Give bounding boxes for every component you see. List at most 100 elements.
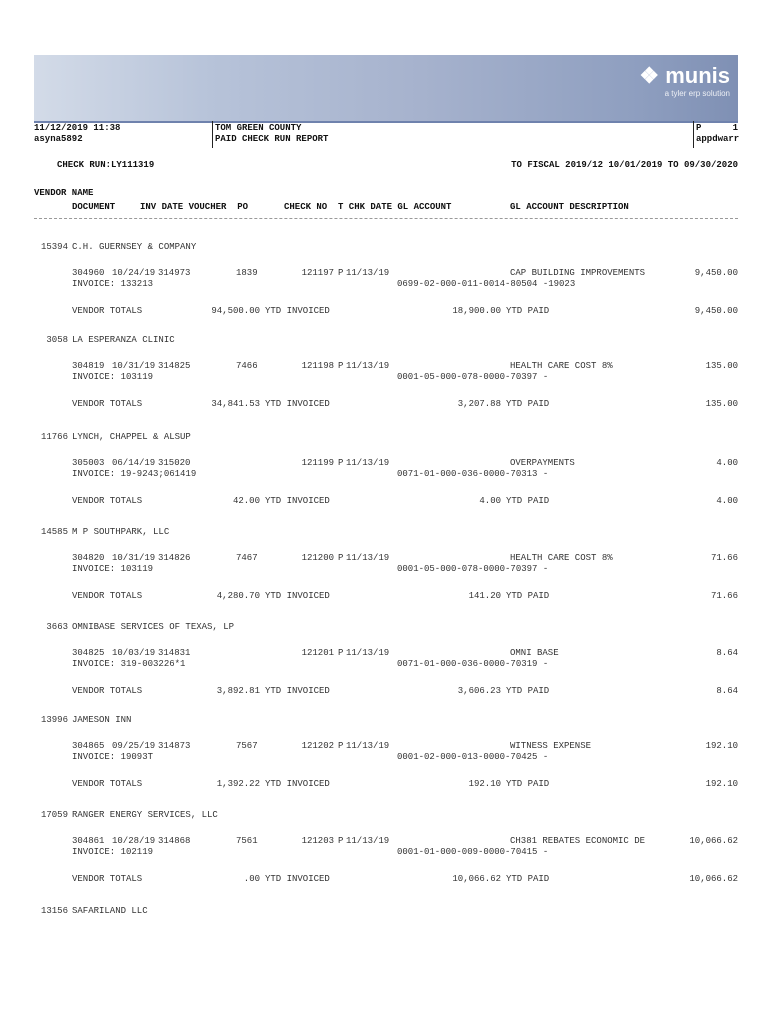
ytd-paid-amount: 4.00 bbox=[479, 496, 501, 506]
col-check-no: CHECK NO bbox=[284, 202, 328, 212]
voucher-number: 314831 bbox=[158, 648, 191, 658]
col-inv-date-voucher-po: INV DATE VOUCHER PO bbox=[140, 202, 249, 212]
page-number: 1 bbox=[732, 123, 738, 133]
ytd-invoiced-label: YTD INVOICED bbox=[265, 399, 330, 409]
col-document: DOCUMENT bbox=[72, 202, 116, 212]
check-number: 121197 bbox=[301, 268, 334, 278]
document-number: 304960 bbox=[72, 268, 105, 278]
vendor-totals-label: VENDOR TOTALS bbox=[72, 686, 143, 696]
vendor-name: OMNIBASE SERVICES OF TEXAS, LP bbox=[72, 622, 235, 632]
gl-description: HEALTH CARE COST 8% bbox=[510, 553, 613, 563]
gl-account: 0001-05-000-078-0000-70397 - bbox=[397, 564, 549, 574]
col-t-chk-date-gl: T CHK DATE GL ACCOUNT bbox=[338, 202, 452, 212]
line-amount: 192.10 bbox=[705, 741, 738, 751]
check-type: P bbox=[338, 268, 344, 278]
invoice-date: 06/14/19 bbox=[112, 458, 156, 468]
document-number: 304820 bbox=[72, 553, 105, 563]
vendor-totals-label: VENDOR TOTALS bbox=[72, 496, 143, 506]
vendor-id: 3058 bbox=[46, 335, 68, 345]
ytd-invoiced-amount: 1,392.22 bbox=[216, 779, 260, 789]
document-number: 304861 bbox=[72, 836, 105, 846]
gl-description: CAP BUILDING IMPROVEMENTS bbox=[510, 268, 646, 278]
invoice-number: INVOICE: 319-003226*1 bbox=[72, 659, 186, 669]
voucher-number: 314973 bbox=[158, 268, 191, 278]
voucher-number: 314868 bbox=[158, 836, 191, 846]
report-datetime: 11/12/2019 11:38 bbox=[34, 123, 121, 133]
vendor-id: 14585 bbox=[40, 527, 68, 537]
ytd-paid-amount: 3,606.23 bbox=[457, 686, 501, 696]
invoice-number: INVOICE: 103119 bbox=[72, 564, 154, 574]
program-name: appdwarr bbox=[696, 134, 740, 144]
ytd-invoiced-amount: 4,280.70 bbox=[216, 591, 260, 601]
vendor-name: SAFARILAND LLC bbox=[72, 906, 148, 916]
vendor-total: 10,066.62 bbox=[689, 874, 738, 884]
vendor-totals-label: VENDOR TOTALS bbox=[72, 399, 143, 409]
ytd-invoiced-amount: 34,841.53 bbox=[211, 399, 260, 409]
gl-account: 0001-05-000-078-0000-70397 - bbox=[397, 372, 549, 382]
ytd-paid-label: YTD PAID bbox=[506, 686, 550, 696]
vendor-totals-label: VENDOR TOTALS bbox=[72, 306, 143, 316]
fiscal-range: TO FISCAL 2019/12 10/01/2019 TO 09/30/20… bbox=[511, 160, 738, 170]
vendor-name: RANGER ENERGY SERVICES, LLC bbox=[72, 810, 218, 820]
gl-description: HEALTH CARE COST 8% bbox=[510, 361, 613, 371]
gl-description: CH381 REBATES ECONOMIC DE bbox=[510, 836, 646, 846]
vendor-name: LA ESPERANZA CLINIC bbox=[72, 335, 175, 345]
invoice-number: INVOICE: 133213 bbox=[72, 279, 154, 289]
report-banner: ❖ munis a tyler erp solution bbox=[34, 55, 738, 123]
check-date: 11/13/19 bbox=[346, 458, 390, 468]
invoice-number: INVOICE: 102119 bbox=[72, 847, 154, 857]
check-type: P bbox=[338, 458, 344, 468]
vendor-id: 3663 bbox=[46, 622, 68, 632]
col-gl-desc: GL ACCOUNT DESCRIPTION bbox=[510, 202, 629, 212]
col-vendor-name: VENDOR NAME bbox=[34, 188, 94, 198]
ytd-paid-label: YTD PAID bbox=[506, 399, 550, 409]
vendor-name: C.H. GUERNSEY & COMPANY bbox=[72, 242, 197, 252]
munis-logo: ❖ munis a tyler erp solution bbox=[639, 63, 730, 98]
check-date: 11/13/19 bbox=[346, 836, 390, 846]
check-number: 121198 bbox=[301, 361, 334, 371]
vendor-total: 135.00 bbox=[705, 399, 738, 409]
gl-account: 0001-02-000-013-0000-70425 - bbox=[397, 752, 549, 762]
vendor-id: 11766 bbox=[40, 432, 68, 442]
ytd-paid-amount: 10,066.62 bbox=[452, 874, 501, 884]
divider bbox=[212, 121, 213, 148]
invoice-date: 09/25/19 bbox=[112, 741, 156, 751]
gl-account: 0071-01-000-036-0000-70319 - bbox=[397, 659, 549, 669]
ytd-paid-amount: 141.20 bbox=[468, 591, 501, 601]
line-amount: 4.00 bbox=[716, 458, 738, 468]
check-number: 121200 bbox=[301, 553, 334, 563]
po-number: 7561 bbox=[236, 836, 258, 846]
voucher-number: 314826 bbox=[158, 553, 191, 563]
gl-account: 0699-02-000-011-0014-80504 -19023 bbox=[397, 279, 576, 289]
line-amount: 10,066.62 bbox=[689, 836, 738, 846]
ytd-invoiced-amount: 3,892.81 bbox=[216, 686, 260, 696]
vendor-total: 71.66 bbox=[710, 591, 738, 601]
gl-account: 0001-01-000-009-0000-70415 - bbox=[397, 847, 549, 857]
ytd-paid-label: YTD PAID bbox=[506, 306, 550, 316]
gl-description: WITNESS EXPENSE bbox=[510, 741, 592, 751]
po-number: 7466 bbox=[236, 361, 258, 371]
ytd-paid-amount: 18,900.00 bbox=[452, 306, 501, 316]
vendor-id: 13996 bbox=[40, 715, 68, 725]
check-type: P bbox=[338, 553, 344, 563]
po-number: 7567 bbox=[236, 741, 258, 751]
invoice-date: 10/03/19 bbox=[112, 648, 156, 658]
voucher-number: 314873 bbox=[158, 741, 191, 751]
voucher-number: 314825 bbox=[158, 361, 191, 371]
vendor-totals-label: VENDOR TOTALS bbox=[72, 779, 143, 789]
document-number: 304819 bbox=[72, 361, 105, 371]
check-type: P bbox=[338, 836, 344, 846]
check-date: 11/13/19 bbox=[346, 553, 390, 563]
vendor-id: 13156 bbox=[40, 906, 68, 916]
page-label: P bbox=[696, 123, 702, 133]
vendor-name: LYNCH, CHAPPEL & ALSUP bbox=[72, 432, 191, 442]
document-number: 304865 bbox=[72, 741, 105, 751]
ytd-invoiced-label: YTD INVOICED bbox=[265, 306, 330, 316]
gl-description: OMNI BASE bbox=[510, 648, 559, 658]
check-number: 121199 bbox=[301, 458, 334, 468]
vendor-total: 8.64 bbox=[716, 686, 738, 696]
ytd-paid-label: YTD PAID bbox=[506, 779, 550, 789]
line-amount: 71.66 bbox=[710, 553, 738, 563]
check-date: 11/13/19 bbox=[346, 741, 390, 751]
